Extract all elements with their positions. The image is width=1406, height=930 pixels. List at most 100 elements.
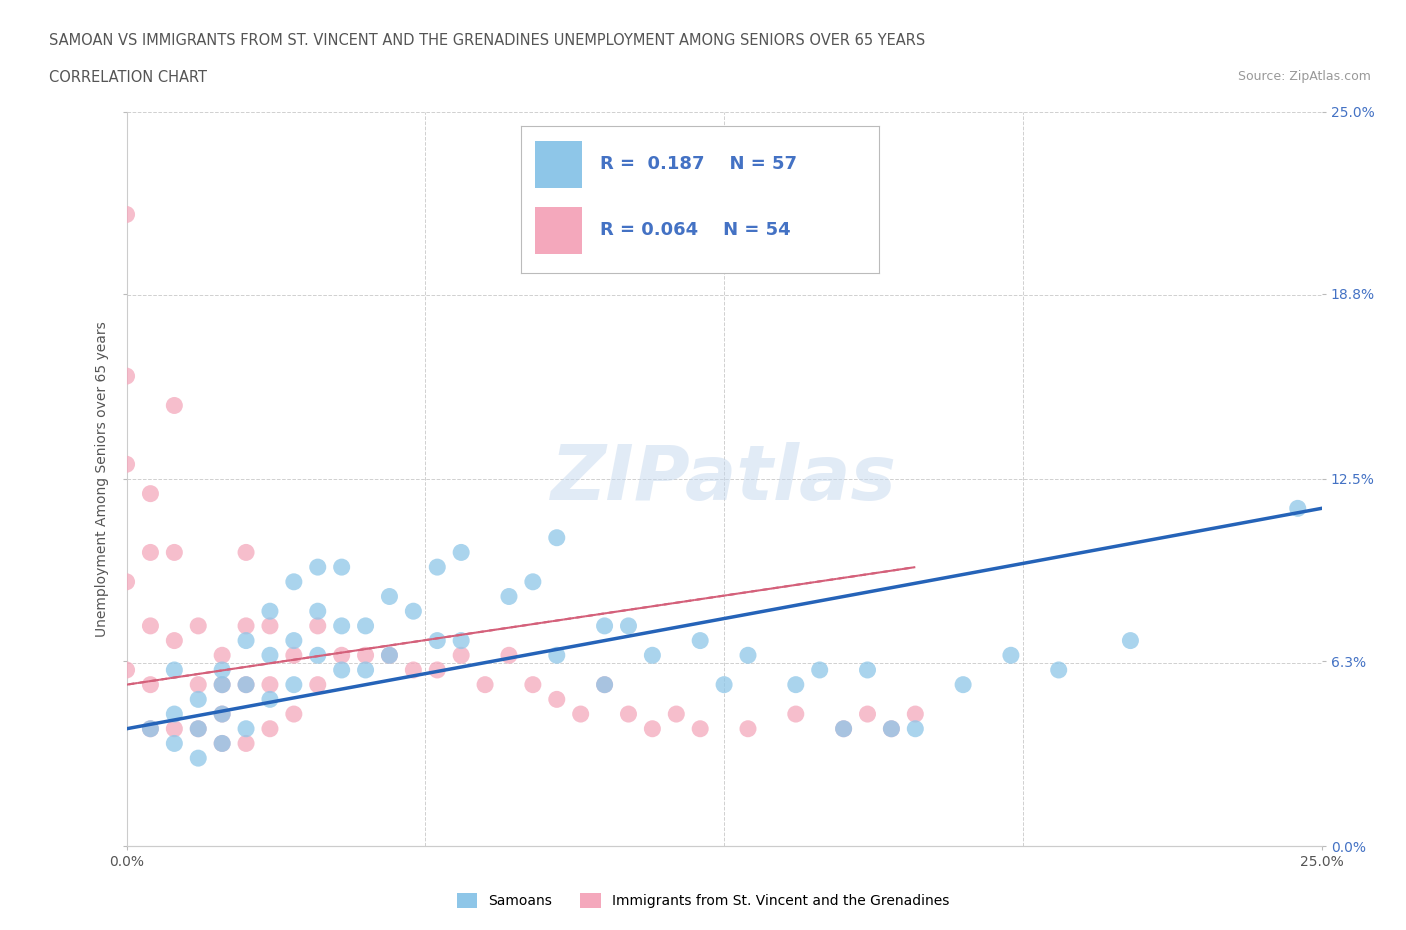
Point (522, 575, 544, 590)
Point (211, 677, 233, 692)
Point (737, 648, 759, 663)
Point (330, 618, 353, 633)
Point (163, 398, 186, 413)
Point (259, 604, 281, 618)
Point (498, 648, 520, 663)
Point (187, 751, 209, 765)
Point (283, 575, 305, 590)
Point (450, 633, 472, 648)
Point (808, 662, 831, 677)
Point (307, 677, 329, 692)
Point (259, 618, 281, 633)
Point (187, 722, 209, 737)
Point (211, 662, 233, 677)
Point (474, 677, 496, 692)
Point (307, 604, 329, 618)
Point (378, 589, 401, 604)
Point (713, 677, 735, 692)
Point (450, 648, 472, 663)
Point (880, 722, 903, 737)
Point (522, 677, 544, 692)
Point (283, 677, 305, 692)
Point (378, 648, 401, 663)
Point (283, 633, 305, 648)
Point (832, 722, 855, 737)
Point (115, 207, 138, 222)
Point (402, 662, 425, 677)
Point (115, 662, 138, 677)
Point (283, 707, 305, 722)
Point (211, 736, 233, 751)
Point (354, 662, 377, 677)
Point (1000, 648, 1022, 663)
Point (785, 707, 807, 722)
Point (617, 618, 640, 633)
Point (330, 560, 353, 575)
Point (689, 722, 711, 737)
Point (163, 722, 186, 737)
Point (641, 648, 664, 663)
Point (259, 722, 281, 737)
Point (235, 722, 257, 737)
Point (880, 722, 903, 737)
Point (235, 545, 257, 560)
Point (259, 648, 281, 663)
Point (856, 707, 879, 722)
Text: ZIPatlas: ZIPatlas (551, 442, 897, 516)
Point (115, 368, 138, 383)
Point (354, 618, 377, 633)
Point (593, 618, 616, 633)
Point (904, 722, 927, 737)
Point (546, 530, 568, 545)
Point (115, 457, 138, 472)
Point (139, 486, 162, 501)
Point (187, 677, 209, 692)
Point (187, 692, 209, 707)
Point (163, 633, 186, 648)
Point (952, 677, 974, 692)
Point (832, 722, 855, 737)
Point (163, 707, 186, 722)
Point (450, 545, 472, 560)
Point (211, 736, 233, 751)
Point (1286, 501, 1309, 516)
Point (330, 662, 353, 677)
Point (307, 648, 329, 663)
Point (737, 722, 759, 737)
Point (665, 707, 688, 722)
Point (187, 722, 209, 737)
Point (235, 736, 257, 751)
Point (330, 648, 353, 663)
Point (211, 707, 233, 722)
Point (235, 633, 257, 648)
Point (785, 677, 807, 692)
Point (259, 692, 281, 707)
Point (187, 618, 209, 633)
Point (546, 692, 568, 707)
Text: CORRELATION CHART: CORRELATION CHART (49, 70, 207, 85)
Point (689, 633, 711, 648)
Point (235, 677, 257, 692)
Point (283, 648, 305, 663)
Legend: Samoans, Immigrants from St. Vincent and the Grenadines: Samoans, Immigrants from St. Vincent and… (451, 888, 955, 914)
Point (307, 618, 329, 633)
Point (904, 707, 927, 722)
Point (856, 662, 879, 677)
Text: SAMOAN VS IMMIGRANTS FROM ST. VINCENT AND THE GRENADINES UNEMPLOYMENT AMONG SENI: SAMOAN VS IMMIGRANTS FROM ST. VINCENT AN… (49, 33, 925, 47)
Point (211, 648, 233, 663)
Point (259, 677, 281, 692)
Point (354, 648, 377, 663)
Point (235, 677, 257, 692)
Point (593, 677, 616, 692)
Text: Source: ZipAtlas.com: Source: ZipAtlas.com (1237, 70, 1371, 83)
Point (139, 722, 162, 737)
Point (139, 545, 162, 560)
Point (163, 736, 186, 751)
Point (1047, 662, 1070, 677)
Point (402, 604, 425, 618)
Point (569, 707, 592, 722)
Point (617, 707, 640, 722)
Y-axis label: Unemployment Among Seniors over 65 years: Unemployment Among Seniors over 65 years (96, 321, 110, 637)
Point (139, 722, 162, 737)
Point (1119, 633, 1142, 648)
